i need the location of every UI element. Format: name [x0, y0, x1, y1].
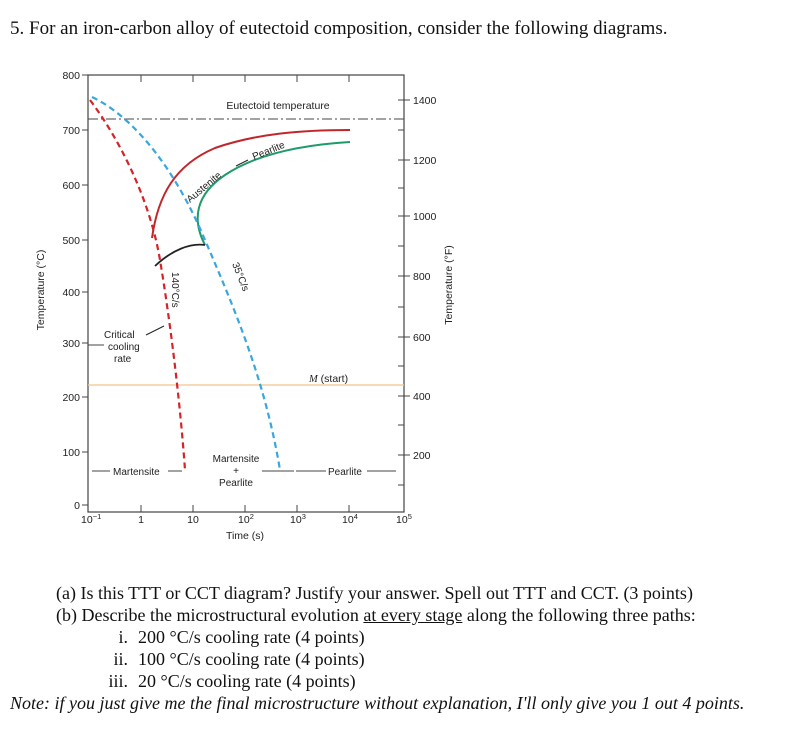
left-tick-0: 0: [74, 500, 80, 512]
rate-140-label: 140°C/s: [169, 272, 180, 308]
pearlite-transform-label: Pearlite: [251, 140, 287, 163]
x-tick-5: 104: [342, 512, 358, 526]
note: Note: if you just give me the final micr…: [10, 693, 745, 713]
question-b-item-3: iii. 20 °C/s cooling rate (4 points): [108, 671, 356, 691]
question-b: (b) Describe the microstructural evoluti…: [56, 605, 696, 625]
cooling-curve-35: [91, 96, 282, 471]
transformation-stop-curve: [154, 243, 206, 267]
x-ticks: [87, 75, 350, 512]
x-tick-4: 103: [290, 512, 306, 526]
y-axis-left-title: Temperature (°C): [35, 250, 47, 331]
critical-label-2: cooling: [108, 342, 140, 353]
x-tick-6: 105: [396, 512, 412, 526]
martensite-label: Martensite: [113, 467, 160, 478]
m-start-label: M (start): [308, 373, 348, 385]
left-tick-400: 400: [62, 287, 80, 299]
x-tick-0: 10−1: [81, 512, 101, 526]
x-tick-1: 1: [138, 514, 144, 526]
x-tick-2: 10: [187, 514, 199, 526]
left-tick-600: 600: [62, 180, 80, 192]
y-axis-right-title: Temperature (°F): [443, 245, 455, 324]
critical-label-3: rate: [114, 354, 132, 365]
austenite-label: Austenite: [185, 170, 224, 206]
right-ticks: [398, 99, 410, 486]
pearlite-region-label: Pearlite: [328, 467, 362, 478]
right-tick-800: 800: [413, 271, 431, 283]
left-tick-500: 500: [62, 235, 80, 247]
cct-diagram: 800 700 600 500 400 300 200 100 0 1400 1…: [35, 70, 455, 542]
cooling-curve-140: [89, 99, 187, 471]
martensite-pearlite-label-1: Martensite: [213, 454, 260, 465]
right-tick-1200: 1200: [413, 155, 437, 167]
right-tick-200: 200: [413, 450, 431, 462]
left-tick-800: 800: [62, 70, 80, 82]
x-tick-3: 102: [238, 512, 254, 526]
austenite-arrow: [235, 159, 249, 167]
question-title: 5. For an iron-carbon alloy of eutectoid…: [10, 18, 668, 39]
left-tick-300: 300: [62, 338, 80, 350]
questions: (a) Is this TTT or CCT diagram? Justify …: [10, 582, 785, 714]
martensite-pearlite-label-3: Pearlite: [219, 478, 253, 489]
transformation-finish-curve: [196, 141, 351, 246]
left-tick-700: 700: [62, 125, 80, 137]
question-b-item-1: i. 200 °C/s cooling rate (4 points): [118, 627, 365, 647]
left-tick-100: 100: [62, 447, 80, 459]
left-tick-200: 200: [62, 392, 80, 404]
critical-arrow: [145, 325, 165, 336]
transformation-start-curve: [151, 129, 351, 239]
critical-label-1: Critical: [104, 330, 135, 341]
right-tick-1400: 1400: [413, 95, 437, 107]
martensite-pearlite-label-2: +: [233, 466, 239, 477]
question-a: (a) Is this TTT or CCT diagram? Justify …: [56, 583, 693, 603]
question-b-item-2: ii. 100 °C/s cooling rate (4 points): [113, 649, 365, 669]
right-tick-600: 600: [413, 332, 431, 344]
left-ticks: [82, 74, 88, 506]
rate-35-label: 35°C/s: [229, 261, 250, 293]
right-tick-1000: 1000: [413, 211, 437, 223]
plot-frame: [87, 74, 405, 513]
eutectoid-label: Eutectoid temperature: [226, 100, 329, 112]
x-axis-title: Time (s): [226, 530, 264, 542]
right-tick-400: 400: [413, 391, 431, 403]
